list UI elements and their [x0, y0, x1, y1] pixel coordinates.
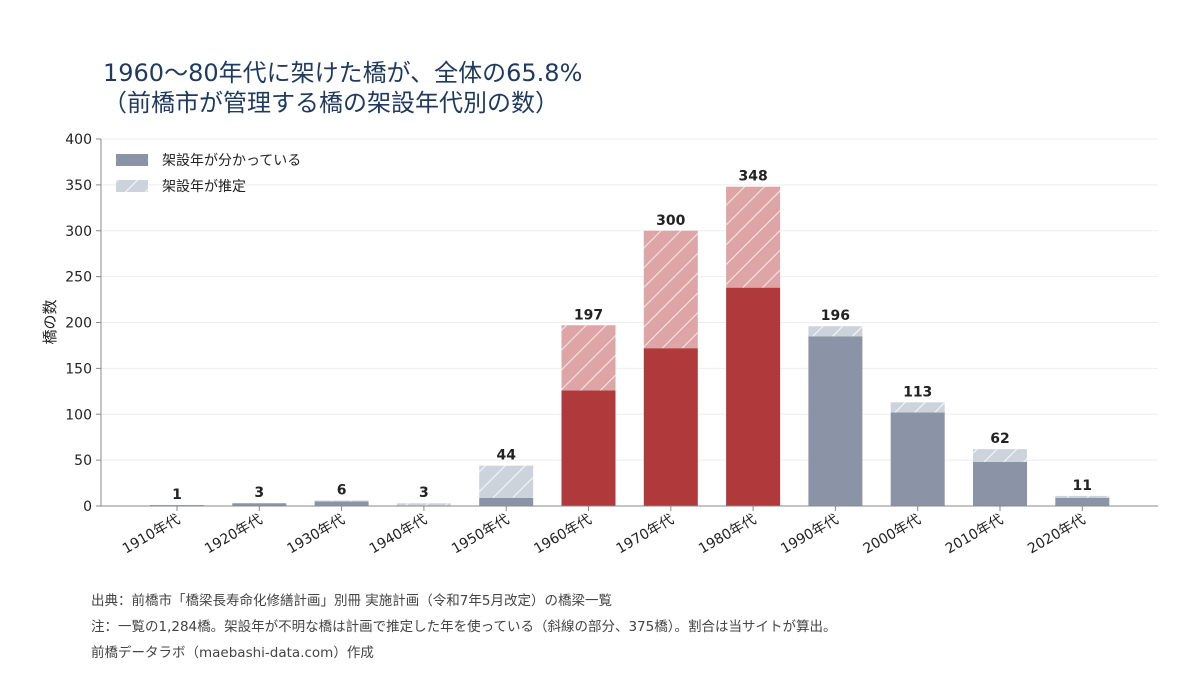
y-tick-label: 300 — [65, 224, 92, 240]
bar-value-label: 196 — [821, 308, 850, 324]
y-tick-label: 100 — [65, 407, 92, 423]
bar-known-2010年代 — [973, 461, 1027, 506]
bar-chart: 0 50 100 150 200 250 300 350 400 1910年代 1920年代 1930… — [41, 132, 1158, 558]
source-note: 出典：前橋市「橋梁長寿命化修繕計画」別冊 実施計画（令和7年5月改定）の橋梁一覧 — [91, 593, 612, 609]
bar-estimated-1970年代 — [643, 230, 698, 349]
bar-estimated-2000年代 — [890, 402, 945, 413]
y-tick-label: 350 — [65, 178, 92, 194]
x-tick-label: 2000年代 — [861, 512, 924, 558]
bar-estimated-1930年代 — [314, 500, 369, 502]
bar-estimated-1940年代 — [396, 503, 451, 506]
legend-label-estimated: 架設年が推定 — [162, 179, 246, 195]
y-tick-label: 200 — [65, 316, 92, 332]
x-tick-label: 2020年代 — [1025, 512, 1088, 558]
bar-value-label: 197 — [574, 307, 603, 323]
y-tick-label: 400 — [65, 132, 92, 148]
bar-known-2000年代 — [890, 412, 945, 506]
chart-title-line2: （前橋市が管理する橋の架設年代別の数） — [103, 89, 559, 117]
bar-value-label: 348 — [738, 169, 767, 185]
bar-known-2020年代 — [1055, 497, 1110, 506]
bar-known-1960年代 — [561, 390, 616, 506]
bar-estimated-1990年代 — [808, 326, 863, 337]
bar-known-1980年代 — [726, 287, 781, 506]
y-axis-label: 橋の数 — [41, 299, 59, 344]
x-tick-label: 1930年代 — [284, 512, 347, 558]
bar-value-label: 3 — [254, 485, 264, 501]
bar-known-1990年代 — [808, 336, 863, 506]
bars — [150, 186, 1110, 506]
y-tick-label: 50 — [74, 453, 92, 469]
x-tick-label: 1980年代 — [696, 512, 759, 558]
bar-known-1970年代 — [643, 348, 698, 506]
y-tick-label: 250 — [65, 270, 92, 286]
chart-title: 1960〜80年代に架けた橋が、全体の65.8% （前橋市が管理する橋の架設年代… — [103, 58, 582, 118]
legend-swatch-estimated — [116, 180, 148, 192]
x-tick-label: 1940年代 — [367, 512, 430, 558]
bar-estimated-1960年代 — [561, 325, 616, 391]
bar-known-1950年代 — [479, 497, 534, 506]
credit-note: 前橋データラボ（maebashi-data.com）作成 — [91, 645, 374, 661]
legend-label-known: 架設年が分かっている — [162, 153, 301, 169]
bar-value-label: 11 — [1073, 478, 1092, 494]
footnotes: 出典：前橋市「橋梁長寿命化修繕計画」別冊 実施計画（令和7年5月改定）の橋梁一覧… — [91, 588, 837, 666]
x-tick-label: 1920年代 — [202, 512, 265, 558]
bar-value-label: 113 — [903, 384, 932, 400]
bar-estimated-2010年代 — [973, 449, 1027, 462]
bar-value-label: 300 — [656, 213, 685, 229]
bar-value-label: 62 — [990, 431, 1009, 447]
bar-known-1920年代 — [232, 503, 287, 506]
y-tick-label: 0 — [83, 499, 92, 515]
x-tick-label: 1990年代 — [778, 512, 841, 558]
x-tick-label: 1960年代 — [531, 512, 594, 558]
bar-value-label: 6 — [337, 482, 347, 498]
grid-lines — [101, 138, 1158, 461]
legend: 架設年が分かっている 架設年が推定 — [116, 153, 301, 195]
x-tick-label: 1910年代 — [120, 512, 183, 558]
bar-value-label: 44 — [496, 448, 516, 464]
y-tick-label: 150 — [65, 361, 92, 377]
legend-swatch-known — [116, 154, 148, 166]
method-note: 注：一覧の1,284橋。架設年が不明な橋は計画で推定した年を使っている（斜線の部… — [91, 619, 837, 635]
x-tick-label: 1970年代 — [614, 512, 677, 558]
bar-value-labels: 1 3 6 3 44 197 300 348 196 113 62 11 — [172, 169, 1092, 503]
x-tick-label: 2010年代 — [943, 512, 1006, 558]
bar-value-label: 3 — [419, 485, 429, 501]
bar-estimated-1950年代 — [479, 465, 534, 498]
chart-title-line1: 1960〜80年代に架けた橋が、全体の65.8% — [103, 59, 583, 87]
bar-estimated-2020年代 — [1055, 495, 1110, 498]
bar-known-1930年代 — [314, 501, 369, 506]
bar-estimated-1980年代 — [726, 186, 781, 288]
x-tick-label: 1950年代 — [449, 512, 512, 558]
bar-value-label: 1 — [172, 487, 182, 503]
